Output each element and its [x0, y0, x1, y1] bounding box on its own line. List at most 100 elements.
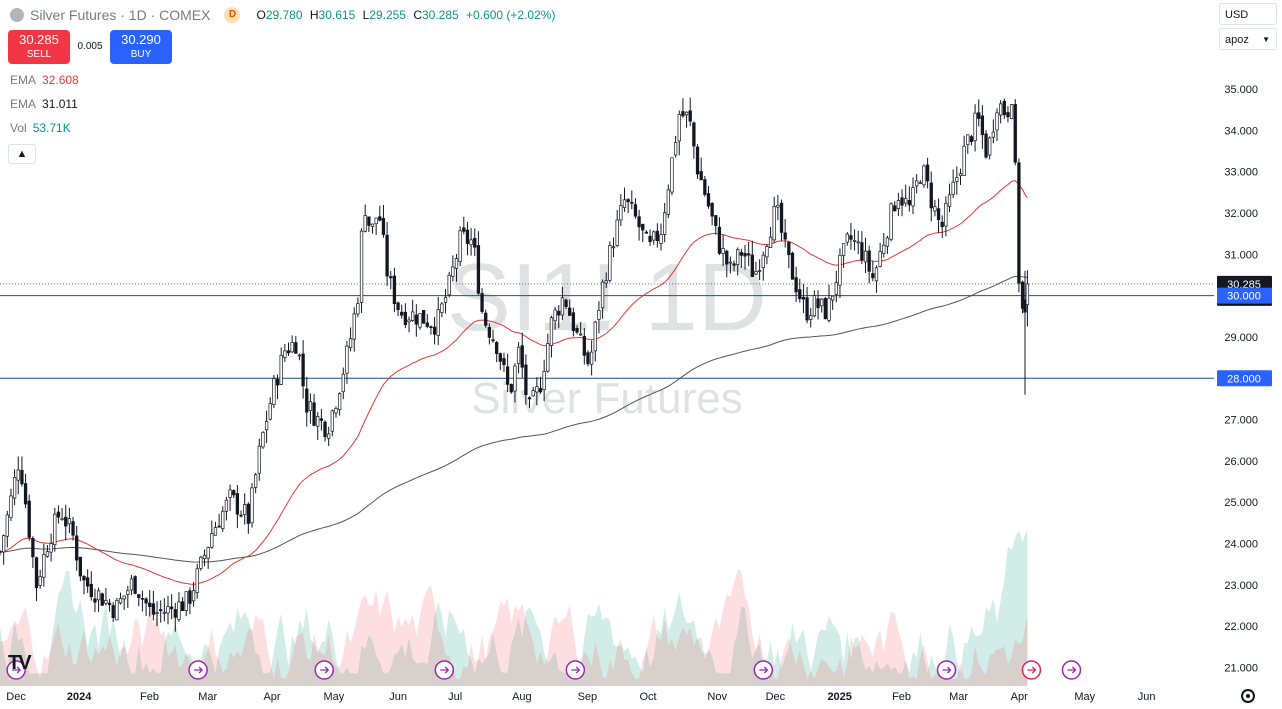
ema-lines: [0, 180, 1028, 585]
candle-body: [863, 250, 868, 263]
candle-body: [151, 603, 156, 615]
candle-body: [462, 227, 466, 232]
buy-button[interactable]: 30.290 BUY: [110, 30, 172, 64]
candle-body: [998, 103, 1003, 116]
candle-body: [82, 576, 86, 581]
high-value: 30.615: [318, 8, 356, 22]
sell-button[interactable]: 30.285 SELL: [8, 30, 70, 64]
arrow-right-icon: [320, 666, 330, 674]
candle-body: [896, 200, 901, 209]
candle-body: [882, 244, 886, 254]
candle-body: [418, 313, 422, 328]
candle-body: [473, 237, 477, 248]
candle-body: [827, 297, 831, 321]
candle-body: [64, 516, 68, 527]
candle-body: [429, 326, 433, 329]
candle-body: [359, 230, 364, 303]
indicator-value: 32.608: [42, 73, 79, 87]
low-label: L: [362, 8, 370, 22]
price-tick-label: 26.000: [1224, 456, 1258, 468]
candle-body: [403, 311, 408, 325]
event-markers[interactable]: [6, 660, 1082, 680]
candle-body: [312, 402, 316, 426]
candle-body: [936, 208, 941, 221]
candle-body: [279, 354, 283, 385]
candle-body: [772, 205, 776, 241]
candle-body: [491, 339, 495, 342]
symbol-title[interactable]: Silver Futures · 1D · COMEX: [30, 7, 211, 23]
candle-body: [684, 111, 689, 116]
candle-body: [407, 319, 411, 323]
candle-body: [133, 576, 137, 594]
candle-body: [294, 342, 298, 354]
candle-body: [633, 204, 638, 217]
candle-body: [611, 246, 616, 249]
candle-body: [239, 514, 243, 517]
candle-body: [991, 131, 995, 138]
scale-select[interactable]: apoz ▼: [1219, 28, 1277, 50]
candle-body: [710, 203, 714, 217]
candle-body: [648, 235, 652, 243]
tradingview-logo-icon: TV: [8, 652, 32, 674]
candle-body: [495, 342, 499, 355]
candle-body: [768, 236, 773, 248]
candle-body: [904, 198, 908, 204]
candle-body: [717, 226, 722, 254]
delayed-badge[interactable]: D: [224, 7, 241, 23]
price-axis[interactable]: 21.000 22.000 23.000 24.000 25.000 26.000 27.0…: [1214, 0, 1282, 709]
candle-body: [831, 295, 835, 301]
candle-body: [816, 298, 820, 309]
collapse-indicators-button[interactable]: ▲: [8, 144, 36, 164]
candle-body: [243, 504, 247, 515]
high-label: H: [309, 8, 319, 22]
candle-body: [1020, 281, 1025, 309]
spread-value: 0.005: [77, 41, 103, 52]
candle-body: [823, 298, 828, 320]
candle-body: [856, 241, 860, 244]
candle-body: [568, 307, 572, 316]
candle-body: [604, 280, 608, 284]
horizontal-levels[interactable]: [0, 295, 1214, 379]
candle-body: [31, 538, 35, 558]
candle-body: [250, 487, 254, 524]
candle-body: [597, 310, 601, 320]
candle-body: [739, 252, 744, 256]
indicator-value: 53.71K: [32, 121, 71, 135]
candle-body: [9, 495, 13, 518]
candle-body: [159, 609, 163, 612]
candle-body: [969, 136, 974, 142]
candle-body: [743, 253, 747, 257]
candle-body: [874, 267, 879, 282]
candle-body: [761, 254, 765, 268]
time-axis[interactable]: Dec 2024 Feb Mar Apr May Jun Jul Aug Sep Oct Nov Dec…: [6, 691, 1155, 703]
candle-body: [378, 216, 382, 221]
candle-body: [440, 303, 444, 313]
gear-icon[interactable]: [1241, 689, 1255, 703]
candle-body: [210, 533, 214, 548]
candle-body: [878, 251, 882, 267]
candle-body: [706, 193, 711, 207]
candle-body: [1009, 104, 1014, 120]
candle-body: [275, 379, 280, 386]
candle-body: [560, 297, 565, 316]
currency-select[interactable]: USD: [1219, 3, 1277, 25]
candle-body: [535, 386, 539, 393]
indicator-volume[interactable]: Vol 53.71K: [10, 121, 71, 135]
time-tick-label: Apr: [263, 691, 280, 703]
candle-body: [27, 500, 31, 538]
candle-body: [783, 232, 787, 240]
price-tick-label: 33.000: [1224, 167, 1258, 179]
candle-body: [619, 205, 623, 221]
candle-body: [498, 353, 502, 362]
indicator-name: EMA: [10, 97, 37, 111]
candle-body: [805, 297, 809, 321]
candle-body: [918, 182, 922, 184]
indicator-ema-fast[interactable]: EMA 32.608: [10, 73, 79, 87]
price-label-text: 28.000: [1227, 373, 1261, 385]
candle-body: [688, 110, 692, 122]
volume-area-down: [0, 569, 1028, 686]
indicator-ema-slow[interactable]: EMA 31.011: [10, 97, 78, 111]
candle-body: [841, 243, 846, 256]
candle-body: [732, 263, 736, 266]
